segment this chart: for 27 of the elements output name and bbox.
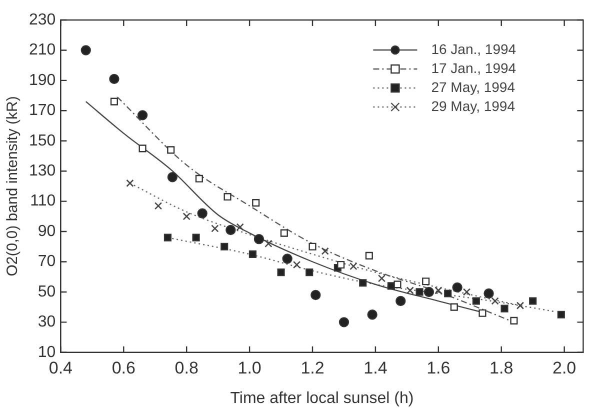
- x-tick-label: 1.6: [426, 358, 450, 378]
- x-tick-label: 0.8: [174, 358, 198, 378]
- y-tick-label: 50: [38, 283, 56, 300]
- x-tick-label: 1.8: [490, 358, 514, 378]
- y-tick-label: 90: [38, 222, 56, 240]
- y-tick-label: 130: [28, 162, 56, 180]
- y-tick-label: 110: [30, 192, 56, 210]
- y-tick-label: 70: [38, 253, 56, 270]
- y-tick-label: 30: [38, 314, 56, 331]
- y-tick-label: 230: [28, 11, 56, 28]
- legend-label: 27 May, 1994: [431, 78, 516, 95]
- x-tick-label: 0.6: [112, 358, 136, 378]
- y-tick-label: 210: [28, 42, 56, 59]
- legend-label: 16 Jan., 1994: [431, 40, 516, 57]
- y-tick-label: 170: [28, 102, 56, 120]
- x-tick-label: 2.0: [552, 358, 576, 378]
- x-axis-title: Time after local sunsel (h): [230, 390, 414, 407]
- x-tick-label: 0.4: [48, 358, 73, 378]
- x-tick-label: 1.4: [364, 358, 388, 378]
- x-tick-label: 1.2: [300, 358, 324, 378]
- legend-label: 17 Jan., 1994: [431, 60, 516, 76]
- y-tick-label: 10: [38, 344, 56, 361]
- y-axis-title: O2(0,0) band intensity (kR): [4, 96, 22, 276]
- y-tick-label: 150: [28, 132, 56, 150]
- legend-label: 29 May, 1994: [431, 98, 516, 114]
- y-tick-label: 190: [28, 72, 56, 89]
- x-tick-label: 1.0: [238, 358, 262, 378]
